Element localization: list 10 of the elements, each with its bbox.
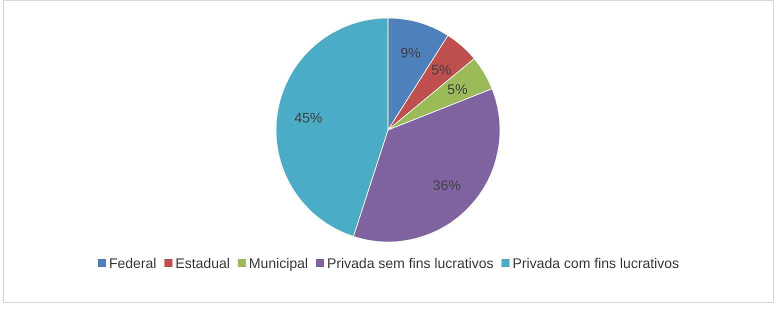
data-label: 45%	[294, 109, 322, 126]
legend-label: Estadual	[175, 255, 230, 271]
data-label: 9%	[400, 44, 421, 60]
data-label: 5%	[431, 61, 452, 78]
data-label: 36%	[432, 177, 461, 194]
data-label: 5%	[447, 80, 468, 97]
legend-label: Municipal	[248, 255, 308, 271]
legend-label: Privada com fins lucrativos	[512, 255, 680, 271]
legend-label: Federal	[108, 255, 156, 271]
legend-label: Privada sem fins lucrativos	[327, 255, 494, 271]
